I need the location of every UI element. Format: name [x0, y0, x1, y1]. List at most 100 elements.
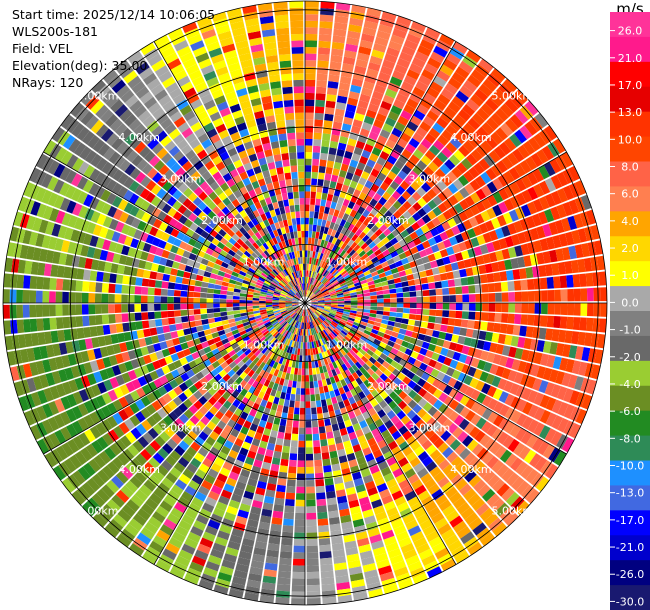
velocity-gate [209, 446, 220, 457]
velocity-gate [330, 307, 338, 310]
velocity-gate [197, 133, 209, 144]
velocity-gate [138, 338, 147, 348]
velocity-gate [311, 303, 319, 305]
velocity-gate [283, 322, 289, 329]
velocity-gate [85, 115, 99, 130]
velocity-gate [560, 289, 568, 302]
velocity-gate [160, 117, 173, 130]
velocity-gate [496, 160, 508, 174]
velocity-gate [292, 299, 299, 302]
velocity-gate [374, 228, 383, 237]
velocity-gate [277, 370, 283, 378]
velocity-gate [141, 278, 150, 287]
velocity-gate [317, 413, 324, 421]
velocity-gate [266, 365, 273, 374]
velocity-gate [306, 329, 309, 336]
velocity-gate [266, 291, 274, 295]
velocity-gate [454, 403, 465, 414]
velocity-gate [281, 311, 288, 315]
velocity-gate [462, 140, 475, 153]
velocity-gate [253, 259, 261, 266]
velocity-gate [231, 256, 239, 264]
velocity-gate [364, 194, 373, 204]
velocity-gate [78, 205, 89, 219]
velocity-gate [146, 120, 160, 133]
velocity-gate [356, 311, 364, 315]
velocity-gate [310, 285, 314, 292]
velocity-gate [262, 330, 270, 337]
velocity-gate [126, 499, 140, 513]
velocity-gate [314, 205, 320, 213]
velocity-gate [105, 251, 115, 263]
velocity-gate [335, 359, 342, 368]
velocity-gate [379, 353, 388, 361]
velocity-gate [100, 128, 114, 142]
velocity-gate [406, 69, 420, 81]
velocity-gate [343, 440, 352, 449]
velocity-gate [375, 286, 383, 292]
velocity-gate [209, 369, 219, 378]
velocity-gate [463, 375, 473, 386]
velocity-gate [256, 319, 264, 325]
velocity-gate [317, 317, 323, 324]
velocity-gate [116, 264, 125, 275]
velocity-gate [151, 125, 164, 138]
velocity-gate [318, 283, 324, 289]
velocity-gate [415, 314, 423, 321]
velocity-gate [314, 459, 323, 467]
velocity-gate [198, 579, 214, 591]
velocity-gate [235, 230, 244, 239]
velocity-gate [513, 280, 522, 291]
velocity-gate [362, 474, 374, 484]
velocity-gate [158, 164, 170, 176]
velocity-gate [534, 290, 542, 302]
velocity-gate [419, 270, 427, 278]
velocity-gate [411, 57, 426, 69]
velocity-gate [501, 248, 511, 260]
velocity-gate [541, 303, 548, 315]
velocity-gate [305, 158, 312, 166]
velocity-gate [285, 304, 293, 307]
velocity-gate [564, 260, 573, 274]
velocity-gate [213, 224, 222, 233]
velocity-gate [549, 158, 562, 174]
velocity-gate [202, 531, 216, 543]
velocity-gate [160, 135, 172, 147]
velocity-gate [237, 195, 246, 204]
velocity-gate [372, 192, 382, 202]
velocity-gate [329, 523, 341, 532]
velocity-gate [102, 324, 111, 335]
velocity-gate [123, 70, 138, 84]
velocity-gate [457, 431, 469, 443]
velocity-gate [164, 242, 173, 252]
velocity-gate [562, 201, 573, 217]
velocity-gate [181, 543, 196, 555]
velocity-gate [115, 323, 124, 333]
velocity-gate [310, 297, 317, 301]
velocity-gate [299, 407, 305, 415]
velocity-gate [146, 392, 157, 404]
velocity-gate [461, 158, 473, 170]
velocity-gate [333, 209, 340, 217]
velocity-gate [354, 319, 362, 324]
velocity-gate [417, 408, 427, 419]
velocity-gate [222, 461, 233, 471]
velocity-gate [337, 247, 344, 255]
velocity-gate [130, 358, 140, 369]
velocity-gate [204, 474, 216, 485]
velocity-gate [154, 296, 161, 303]
velocity-gate [312, 313, 318, 319]
velocity-gate [488, 230, 499, 241]
velocity-gate [204, 373, 214, 382]
velocity-gate [538, 265, 547, 277]
velocity-gate [586, 287, 594, 302]
velocity-gate [319, 544, 332, 553]
velocity-gate [329, 267, 336, 274]
velocity-gate [222, 245, 231, 253]
velocity-gate [341, 434, 350, 443]
velocity-gate [166, 196, 177, 207]
velocity-gate [373, 162, 383, 172]
velocity-gate [319, 551, 332, 559]
velocity-gate [459, 187, 470, 199]
velocity-gate [314, 387, 320, 395]
